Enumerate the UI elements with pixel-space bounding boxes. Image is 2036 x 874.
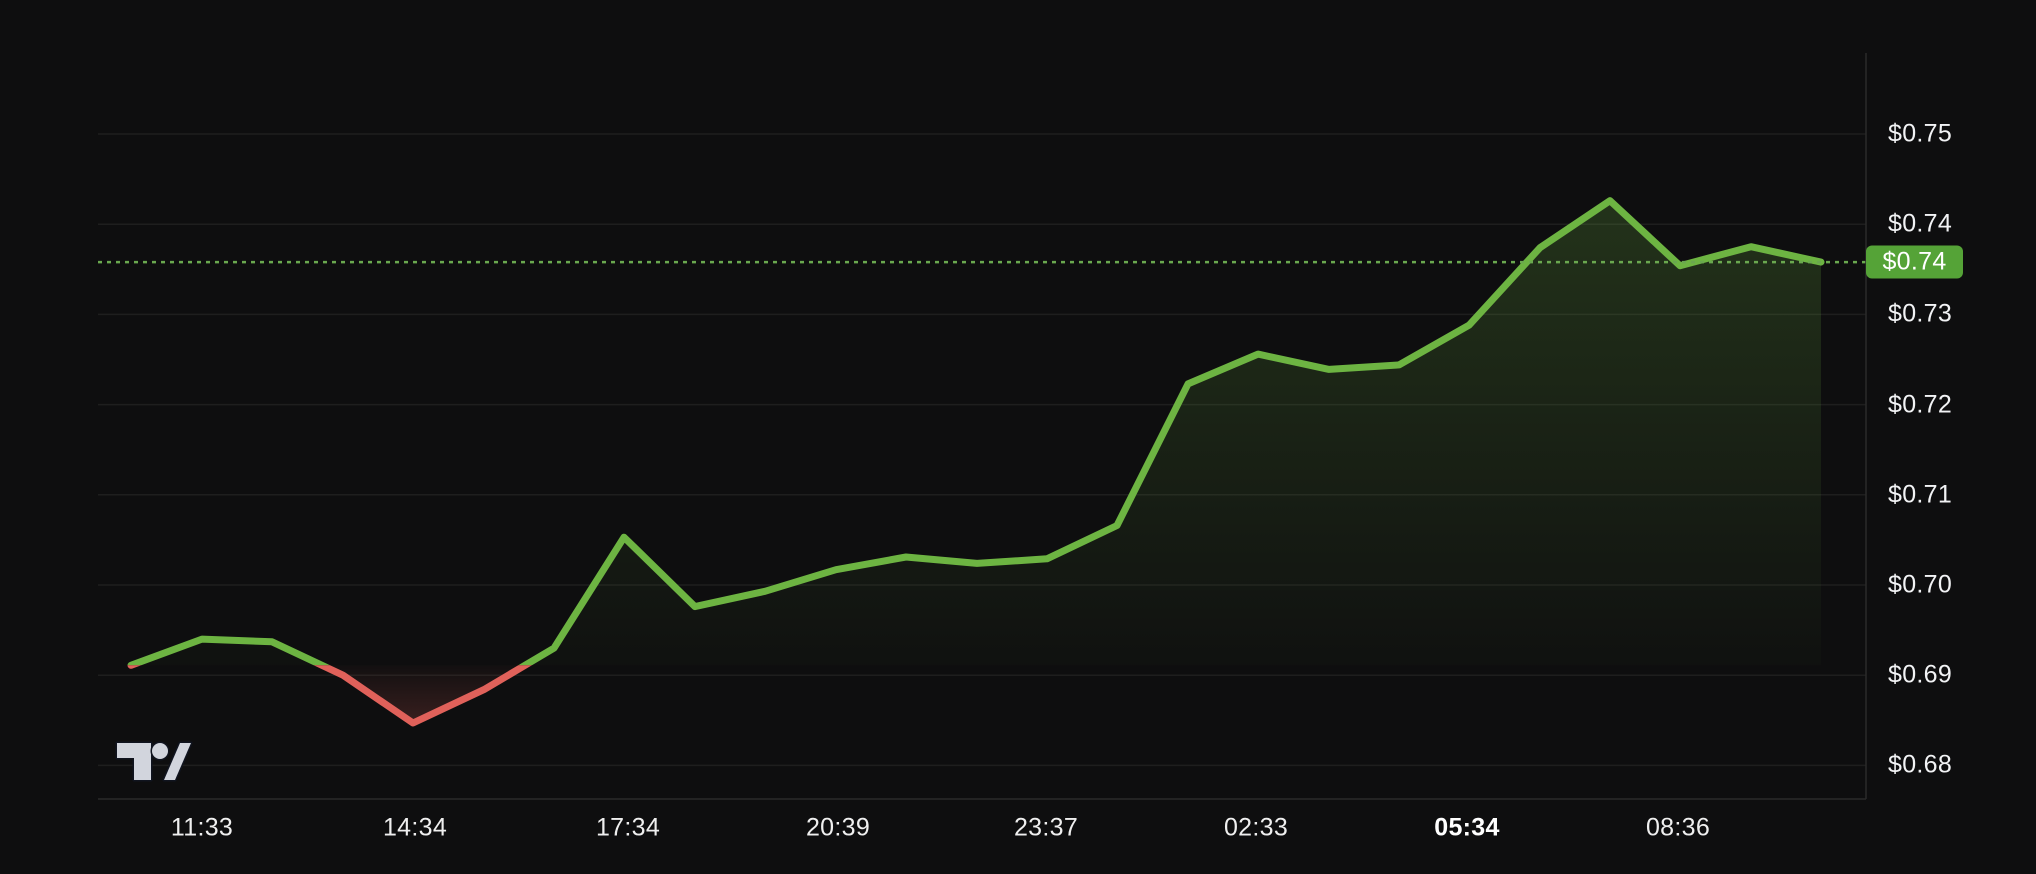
price-axis-label: $0.75 bbox=[1888, 119, 1953, 148]
price-axis-label: $0.70 bbox=[1888, 570, 1953, 599]
time-axis-label: 17:34 bbox=[595, 813, 661, 842]
price-axis-label: $0.72 bbox=[1888, 390, 1953, 419]
price-axis[interactable]: $0.75 $0.74 $0.73 $0.72 $0.71 $0.70 $0.69 $0.68 bbox=[1866, 0, 2036, 799]
time-axis-label: 14:34 bbox=[382, 813, 448, 842]
tradingview-logo[interactable] bbox=[114, 737, 194, 783]
price-axis-label: $0.74 bbox=[1888, 209, 1953, 238]
time-axis-label: 23:37 bbox=[1013, 813, 1079, 842]
price-axis-label: $0.73 bbox=[1888, 299, 1953, 328]
tradingview-logo-mark bbox=[115, 741, 193, 782]
time-axis-label: 20:39 bbox=[805, 813, 871, 842]
price-axis-label: $0.71 bbox=[1888, 480, 1953, 509]
time-axis-label: 08:36 bbox=[1645, 813, 1711, 842]
time-axis[interactable]: 11:33 14:34 17:34 20:39 23:37 02:33 05:34 08:36 bbox=[0, 799, 2036, 874]
current-price-badge: $0.74 bbox=[1866, 245, 1963, 279]
price-axis-label: $0.68 bbox=[1888, 750, 1953, 779]
price-axis-label: $0.69 bbox=[1888, 660, 1953, 689]
time-axis-label: 02:33 bbox=[1223, 813, 1289, 842]
time-axis-label: 11:33 bbox=[170, 813, 234, 842]
time-axis-label: 05:34 bbox=[1434, 813, 1500, 842]
